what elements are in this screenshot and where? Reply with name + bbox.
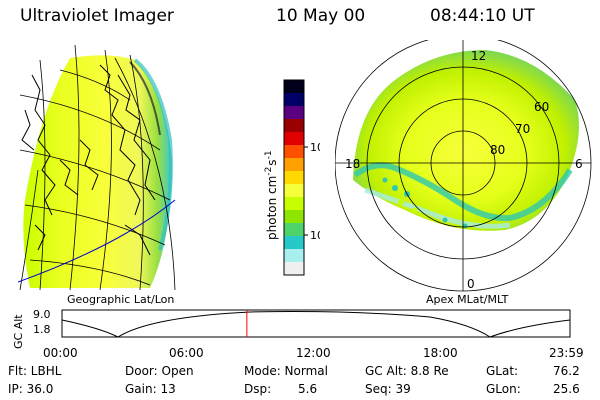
mlat-label-60: 60 bbox=[534, 100, 549, 114]
apex-projection-label: Apex MLat/MLT bbox=[426, 293, 509, 306]
mlt-label-12: 12 bbox=[471, 49, 486, 63]
colorbar-band bbox=[284, 119, 304, 133]
altitude-tick-9: 9.0 bbox=[33, 308, 51, 321]
colorbar-band bbox=[284, 171, 304, 185]
mlat-label-70: 70 bbox=[515, 122, 530, 136]
seq-info: Seq: 39 bbox=[365, 382, 411, 396]
altitude-axis-label: GC Alt bbox=[12, 314, 25, 349]
colorbar-band bbox=[284, 223, 304, 237]
colorbar-band bbox=[284, 249, 304, 263]
time-tick-0600: 06:00 bbox=[169, 346, 204, 360]
mlt-label-18: 18 bbox=[345, 157, 360, 171]
colorbar: 100 10 photon cm-2s-1 bbox=[264, 79, 320, 276]
polar-grid bbox=[335, 40, 592, 292]
colorbar-band bbox=[284, 184, 304, 198]
glat-value: 76.2 bbox=[553, 364, 580, 378]
instrument-title: Ultraviolet Imager bbox=[20, 6, 174, 26]
filter-info: Flt: LBHL bbox=[8, 364, 62, 378]
colorbar-band bbox=[284, 158, 304, 172]
coastlines bbox=[21, 64, 156, 256]
lat-lon-grid bbox=[19, 44, 176, 290]
time-tick-1800: 18:00 bbox=[423, 346, 458, 360]
colorbar-band bbox=[284, 93, 304, 107]
time-tick-2359: 23:59 bbox=[549, 346, 584, 360]
colorbar-unit: photon cm-2s-1 bbox=[264, 150, 279, 240]
terminator-line bbox=[18, 199, 176, 283]
colorbar-band bbox=[284, 210, 304, 224]
colorbar-band bbox=[284, 80, 304, 94]
dsp-label: Dsp: bbox=[244, 382, 272, 396]
colorbar-band bbox=[284, 106, 304, 120]
colorbar-tick-100: 100 bbox=[310, 141, 320, 154]
mode-info: Mode: Normal bbox=[244, 364, 328, 378]
time-label: 08:44:10 UT bbox=[430, 6, 535, 26]
colorbar-tick-10: 10 bbox=[310, 229, 320, 242]
colorbar-band bbox=[284, 132, 304, 146]
polar-plot: 12 0 18 6 60 70 80 bbox=[335, 40, 592, 292]
glon-value: 25.6 bbox=[553, 382, 580, 396]
mlat-label-80: 80 bbox=[490, 143, 505, 157]
gc-alt-info: GC Alt: 8.8 Re bbox=[365, 364, 449, 378]
ip-info: IP: 36.0 bbox=[8, 382, 54, 396]
gain-info: Gain: 13 bbox=[125, 382, 176, 396]
aurora-image-polar bbox=[353, 50, 579, 231]
altitude-tick-1.8: 1.8 bbox=[33, 323, 51, 336]
door-info: Door: Open bbox=[125, 364, 194, 378]
altitude-curve bbox=[61, 311, 571, 338]
date-label: 10 May 00 bbox=[276, 6, 366, 26]
colorbar-band bbox=[284, 145, 304, 159]
aurora-image-geographic bbox=[23, 55, 173, 288]
dsp-value: 5.6 bbox=[298, 382, 318, 396]
time-tick-1200: 12:00 bbox=[296, 346, 331, 360]
time-tick-0000: 00:00 bbox=[43, 346, 78, 360]
geographic-map bbox=[18, 44, 176, 290]
colorbar-band bbox=[284, 262, 304, 276]
glon-label: GLon: bbox=[486, 382, 521, 396]
colorbar-band bbox=[284, 197, 304, 211]
glat-label: GLat: bbox=[486, 364, 519, 378]
geographic-projection-label: Geographic Lat/Lon bbox=[67, 293, 175, 306]
mlt-label-0: 0 bbox=[467, 277, 475, 291]
colorbar-band bbox=[284, 236, 304, 250]
altitude-plot: GC Alt 9.0 1.8 bbox=[12, 308, 571, 349]
mlt-label-6: 6 bbox=[575, 157, 583, 171]
